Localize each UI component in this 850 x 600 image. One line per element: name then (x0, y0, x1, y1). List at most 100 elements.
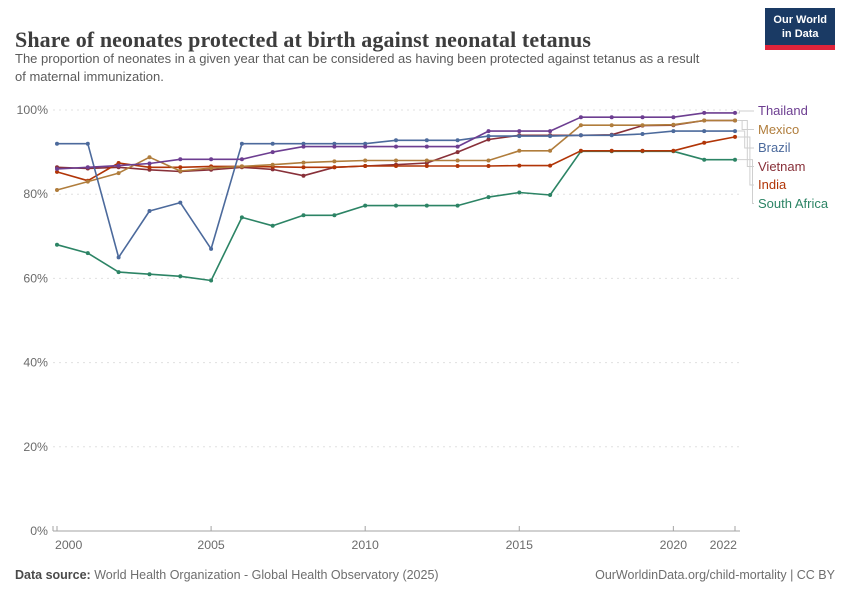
series-marker-thailand (147, 161, 152, 166)
legend-connector-south-africa (737, 159, 754, 204)
legend-connector-brazil (737, 130, 754, 149)
series-marker-vietnam (301, 173, 306, 178)
series-marker-thailand (486, 129, 491, 134)
series-marker-mexico (270, 162, 275, 167)
series-marker-mexico (578, 123, 583, 128)
series-marker-mexico (424, 158, 429, 163)
series-marker-south-africa (301, 213, 306, 218)
series-marker-india (486, 164, 491, 168)
owid-logo-line2: in Data (781, 28, 819, 41)
series-marker-thailand (517, 129, 522, 134)
series-marker-brazil (702, 129, 707, 134)
series-marker-brazil (116, 255, 121, 260)
series-marker-mexico (85, 179, 90, 184)
series-marker-india (301, 165, 306, 170)
series-marker-brazil (578, 133, 583, 138)
series-marker-mexico (702, 118, 707, 123)
x-tick-label-2000: 2000 (55, 538, 83, 552)
series-marker-brazil (640, 132, 645, 136)
series-marker-india (702, 140, 707, 145)
y-tick-label-100: 100% (17, 103, 49, 117)
series-marker-south-africa (517, 190, 522, 195)
series-marker-south-africa (116, 270, 121, 275)
series-marker-india (671, 148, 676, 153)
series-marker-thailand (394, 144, 398, 149)
series-marker-india (363, 164, 368, 168)
series-marker-india (178, 165, 183, 170)
series-line-mexico[interactable] (56, 119, 735, 191)
y-tick-label-60: 60% (23, 271, 48, 285)
series-marker-thailand (671, 115, 676, 120)
legend-item-india[interactable]: India (758, 177, 787, 192)
series-marker-india (548, 163, 553, 168)
series-marker-mexico (733, 118, 737, 123)
series-marker-south-africa (209, 278, 214, 283)
series-marker-mexico (640, 123, 645, 128)
x-tick-label-2015: 2015 (506, 538, 534, 552)
series-marker-brazil (671, 129, 676, 134)
series-marker-mexico (363, 158, 368, 163)
legend-item-mexico[interactable]: Mexico (758, 121, 800, 137)
series-marker-vietnam (455, 150, 460, 155)
series-marker-south-africa (455, 203, 460, 208)
series-marker-thailand (455, 144, 460, 149)
series-marker-mexico (609, 123, 614, 128)
series-marker-brazil (270, 141, 275, 146)
series-marker-thailand (609, 115, 614, 120)
series-marker-thailand (578, 115, 583, 120)
series-marker-south-africa (702, 157, 707, 162)
series-marker-brazil (424, 138, 429, 143)
legend-item-thailand[interactable]: Thailand (758, 103, 808, 118)
legend-item-brazil[interactable]: Brazil (758, 140, 791, 155)
series-marker-mexico (147, 155, 152, 160)
series-marker-mexico (239, 164, 244, 169)
legend-item-south-africa[interactable]: South Africa (758, 195, 829, 211)
series-marker-mexico (394, 158, 398, 163)
series-marker-mexico (455, 158, 460, 163)
y-tick-label-20: 20% (23, 440, 48, 454)
series-marker-india (517, 163, 522, 168)
x-tick-label-2020: 2020 (660, 538, 688, 552)
series-marker-brazil (363, 141, 368, 146)
series-marker-mexico (301, 160, 306, 165)
series-marker-thailand (116, 163, 121, 168)
legend-connector-india (737, 136, 754, 186)
series-marker-brazil (609, 133, 614, 138)
series-marker-mexico (517, 148, 522, 153)
series-marker-south-africa (548, 193, 553, 197)
series-marker-india (332, 165, 337, 170)
owid-logo[interactable]: Our World in Data (765, 8, 835, 50)
x-tick-label-2022: 2022 (710, 538, 738, 552)
series-marker-thailand (332, 144, 337, 149)
series-marker-brazil (486, 134, 491, 139)
owid-logo-line1: Our World (773, 14, 827, 26)
series-marker-brazil (85, 141, 90, 146)
series-marker-thailand (270, 150, 275, 155)
series-marker-india (147, 165, 152, 170)
series-marker-thailand (702, 110, 707, 115)
series-marker-thailand (85, 165, 90, 170)
legend-item-vietnam[interactable]: Vietnam (758, 158, 806, 174)
owid-link[interactable]: OurWorldinData.org/child-mortality | CC … (595, 568, 835, 582)
series-marker-south-africa (486, 195, 491, 200)
y-tick-label-40: 40% (23, 356, 48, 370)
series-marker-south-africa (178, 274, 183, 279)
series-marker-south-africa (85, 251, 90, 256)
data-source-text: World Health Organization - Global Healt… (90, 568, 439, 582)
series-marker-south-africa (332, 213, 337, 218)
series-marker-mexico (55, 188, 59, 192)
series-marker-brazil (332, 141, 337, 146)
series-marker-brazil (209, 246, 214, 251)
series-marker-thailand (178, 157, 183, 162)
series-marker-india (455, 164, 460, 168)
series-marker-india (55, 169, 59, 174)
series-marker-brazil (517, 134, 522, 139)
series-marker-brazil (147, 209, 152, 213)
series-marker-mexico (548, 148, 553, 153)
series-marker-india (640, 148, 645, 153)
series-marker-india (394, 164, 398, 168)
series-marker-brazil (239, 141, 244, 146)
data-source-label: Data source: (15, 568, 91, 582)
